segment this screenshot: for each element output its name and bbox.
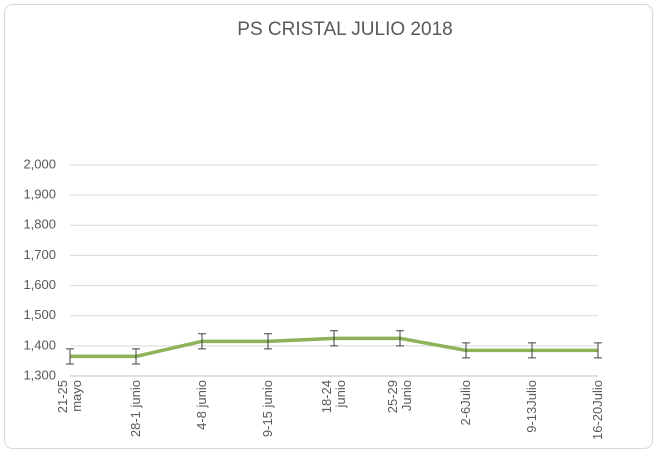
- x-tick-label: 18-24 junio: [319, 380, 348, 414]
- y-tick-label: 1,900: [23, 187, 56, 202]
- error-bar: [528, 342, 536, 359]
- error-bar: [198, 333, 206, 350]
- error-bar: [132, 348, 140, 365]
- x-tick-label: 21-25 mayo: [55, 380, 84, 414]
- y-tick-label: 1,600: [23, 277, 56, 292]
- x-tick-label: 9-13Julio: [524, 380, 539, 433]
- x-tick-label: 16-20Julio: [590, 380, 605, 440]
- error-bar: [264, 333, 272, 350]
- y-tick-label: 1,400: [23, 337, 56, 352]
- chart-title: PS CRISTAL JULIO 2018: [237, 19, 452, 40]
- x-tick-label: 28-1 junio: [128, 380, 143, 438]
- chart-border: [4, 4, 653, 449]
- y-tick-label: 1,800: [23, 217, 56, 232]
- error-bar: [462, 342, 470, 359]
- error-bar: [330, 330, 338, 347]
- error-bar: [66, 348, 74, 365]
- x-tick-label: 4-8 junio: [194, 380, 209, 430]
- x-tick-label: 2-6Julio: [458, 380, 473, 426]
- error-bar: [396, 330, 404, 347]
- x-tick-label: 9-15 junio: [260, 380, 275, 438]
- y-tick-label: 2,000: [23, 156, 56, 171]
- error-bar: [594, 342, 602, 359]
- y-tick-label: 1,700: [23, 247, 56, 262]
- x-tick-label: 25-29 Junio: [385, 380, 414, 414]
- y-tick-label: 1,500: [23, 307, 56, 322]
- y-tick-label: 1,300: [23, 367, 56, 382]
